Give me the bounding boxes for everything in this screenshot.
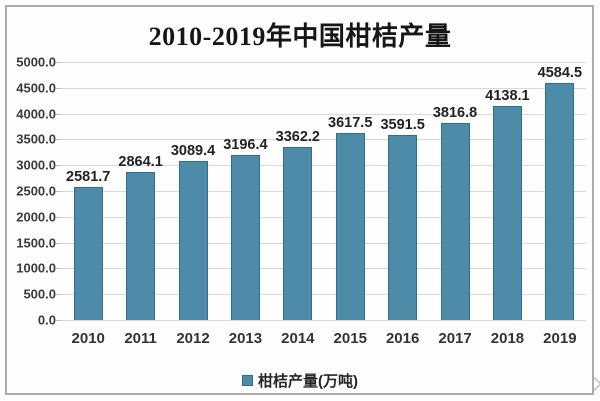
bar-slot-2012: 3089.4 <box>167 62 219 320</box>
bar-value-2010: 2581.7 <box>66 168 111 185</box>
y-axis-label-3000.0: 3000.0 <box>16 157 56 173</box>
bar-value-2011: 2864.1 <box>118 154 163 171</box>
y-tick-mark <box>56 294 62 296</box>
bar-2014: 3362.2 <box>276 129 320 320</box>
gridline-3000.0 <box>56 165 586 167</box>
legend: 柑桔产量(万吨) <box>0 370 600 391</box>
chart-title: 2010-2019年中国柑桔产量 <box>148 22 452 51</box>
x-axis: 2010 2011 2012 2013 2014 2015 2016 2017 2018 2019 <box>62 330 586 347</box>
x-axis-label-2016: 2016 <box>385 330 420 347</box>
bar-value-2012: 3089.4 <box>170 142 216 159</box>
bar-value-2014: 3362.2 <box>275 128 321 145</box>
bar-value-2017: 3816.8 <box>432 105 478 122</box>
bar-2015: 3617.5 <box>328 115 372 320</box>
bar-2019: 4584.5 <box>538 65 582 320</box>
y-tick-mark <box>56 113 62 115</box>
gridline-1000.0 <box>56 268 586 270</box>
y-tick-mark <box>56 191 62 192</box>
gridline-4000.0 <box>56 113 586 115</box>
bar-2016: 3591.5 <box>380 117 425 320</box>
bar-slot-2018: 4138.1 <box>481 62 533 320</box>
y-tick-mark <box>56 62 62 63</box>
y-axis-label-1000.0: 1000.0 <box>16 260 56 276</box>
x-axis-label-2015: 2015 <box>333 330 367 347</box>
x-axis-label-2010: 2010 <box>71 330 105 347</box>
y-axis-label-5000.0: 5000.0 <box>16 54 56 70</box>
bar-2018: 4138.1 <box>485 88 530 320</box>
x-axis-label-2012: 2012 <box>176 330 210 347</box>
bar-slot-2015: 3617.5 <box>324 62 376 320</box>
legend-swatch-icon <box>242 375 253 386</box>
y-tick-mark <box>56 320 62 321</box>
bar-value-2015: 3617.5 <box>328 115 373 132</box>
gridline-3500.0 <box>56 139 586 141</box>
y-axis-label-4000.0: 4000.0 <box>16 106 56 122</box>
bar-value-2019: 4584.5 <box>537 65 583 82</box>
gridline-4500.0 <box>56 87 586 89</box>
gridline-0.0 <box>56 320 586 321</box>
y-tick-mark <box>56 242 62 244</box>
y-tick-mark <box>56 139 62 141</box>
y-tick-mark <box>56 165 62 167</box>
y-axis-label-500.0: 500.0 <box>23 286 56 302</box>
y-axis-label-1500.0: 1500.0 <box>16 235 56 251</box>
gridline-1500.0 <box>56 242 586 244</box>
bar-slot-2014: 3362.2 <box>272 62 324 320</box>
x-axis-label-2018: 2018 <box>490 330 525 347</box>
bars-row: 2581.7 2864.1 3089.4 3196.4 3362.2 3617.5 3591… <box>62 62 586 320</box>
bar-slot-2011: 2864.1 <box>114 62 166 320</box>
gridline-500.0 <box>56 294 586 296</box>
bar-value-2016: 3591.5 <box>380 116 425 133</box>
y-tick-mark <box>56 268 62 270</box>
gridline-5000.0 <box>56 62 586 63</box>
y-axis-label-2500.0: 2500.0 <box>16 183 56 199</box>
bar-slot-2019: 4584.5 <box>534 62 586 320</box>
bar-2013: 3196.4 <box>223 137 268 320</box>
bar-slot-2010: 2581.7 <box>62 62 114 320</box>
bar-value-2013: 3196.4 <box>223 137 268 154</box>
bar-value-2018: 4138.1 <box>485 88 530 105</box>
bar-2017: 3816.8 <box>433 105 477 320</box>
y-axis-label-3500.0: 3500.0 <box>16 131 56 147</box>
plot-area: 2581.7 2864.1 3089.4 3196.4 3362.2 3617.5 3591… <box>56 62 586 321</box>
y-axis-label-4500.0: 4500.0 <box>16 80 56 96</box>
y-tick-mark <box>56 87 62 89</box>
x-axis-label-2019: 2019 <box>543 330 577 347</box>
bar-2011: 2864.1 <box>118 154 163 320</box>
y-tick-mark <box>56 216 62 218</box>
bar-slot-2016: 3591.5 <box>376 62 428 320</box>
legend-label: 柑桔产量(万吨) <box>258 373 358 390</box>
bar-2010: 2581.7 <box>66 169 110 320</box>
y-axis: 5000.0 4500.0 4000.0 3500.0 3000.0 2500.0 2000… <box>4 55 56 328</box>
x-axis-label-2013: 2013 <box>228 330 263 347</box>
x-axis-label-2014: 2014 <box>281 330 315 347</box>
x-axis-label-2011: 2011 <box>124 330 157 347</box>
bar-slot-2013: 3196.4 <box>219 62 271 320</box>
gridline-2000.0 <box>56 216 586 218</box>
bar-slot-2017: 3816.8 <box>429 62 481 320</box>
gridline-2500.0 <box>56 191 586 192</box>
y-axis-label-2000.0: 2000.0 <box>16 209 56 225</box>
y-axis-label-0.0: 0.0 <box>37 312 56 328</box>
bar-2012: 3089.4 <box>171 143 215 320</box>
x-axis-label-2017: 2017 <box>438 330 472 347</box>
